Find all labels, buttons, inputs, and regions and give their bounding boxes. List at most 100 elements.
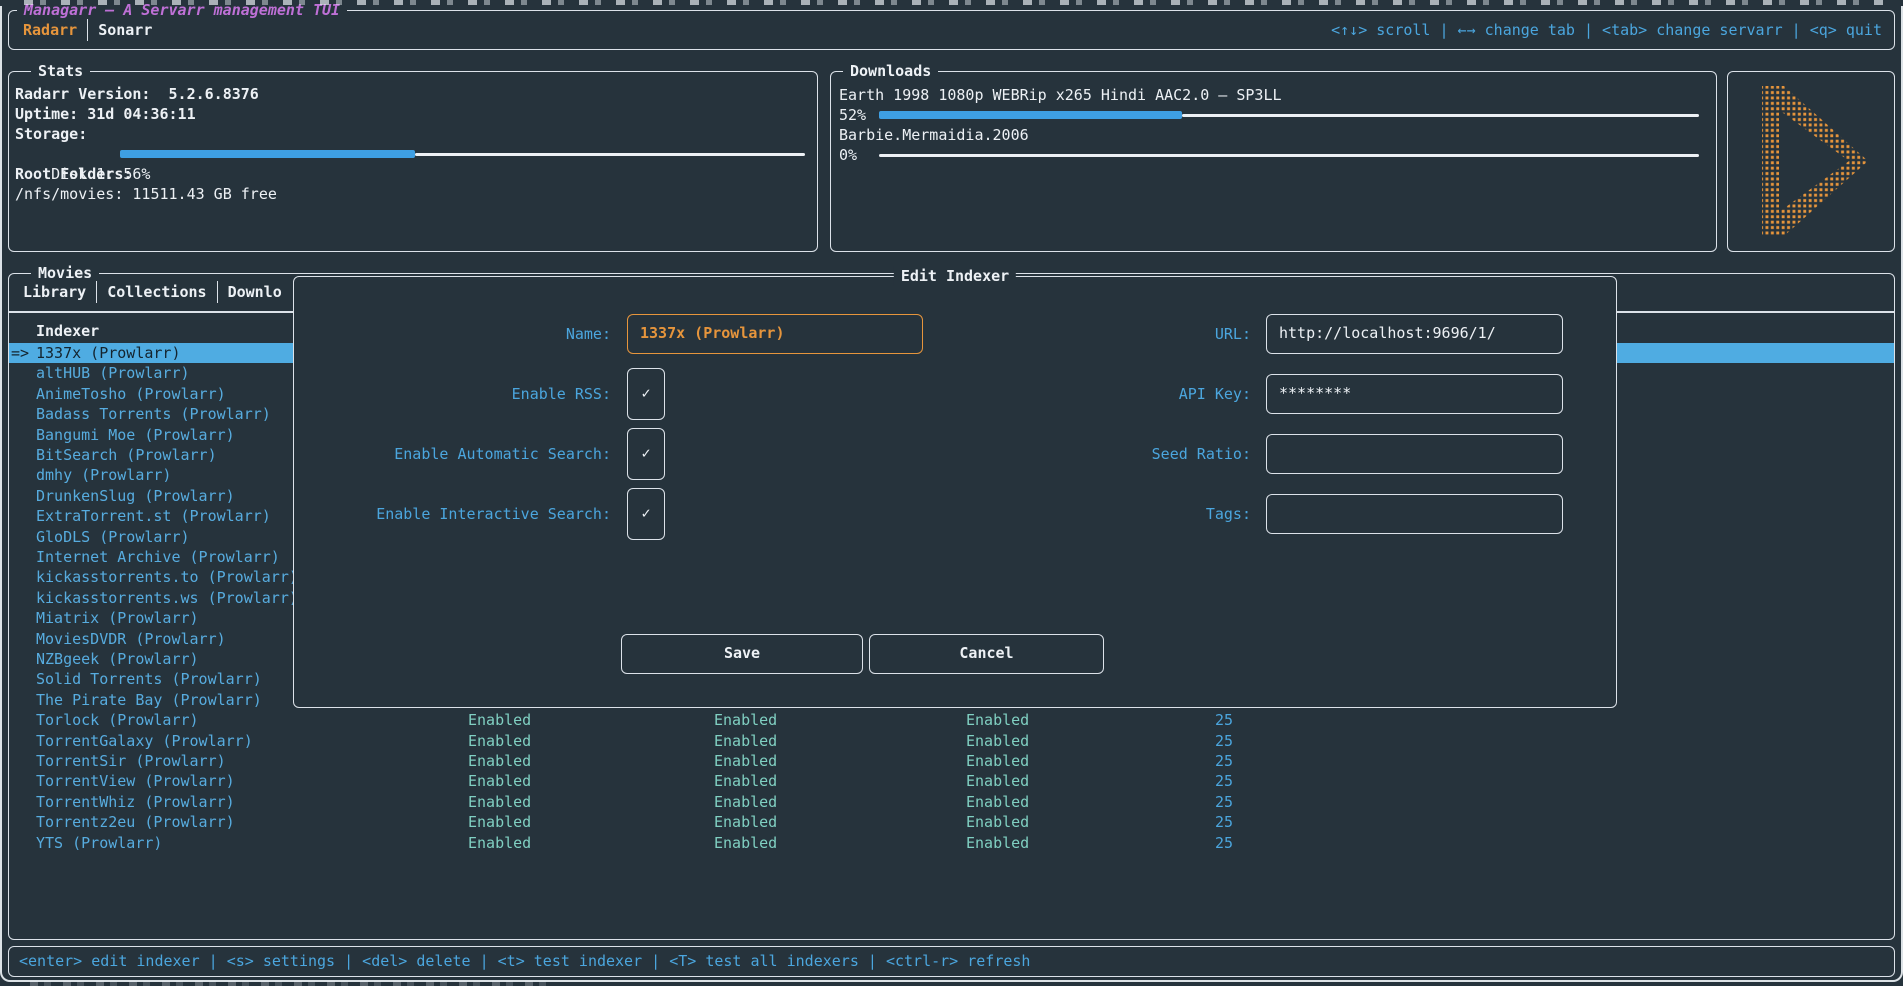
indexer-name-cell: BitSearch (Prowlarr) [36, 446, 217, 464]
interactive-search-cell: Enabled [966, 772, 1030, 791]
root-folder-path: /nfs/movies: 11511.43 GB free [15, 185, 277, 203]
indexer-name-cell: dmhy (Prowlarr) [36, 466, 172, 485]
indexer-name-cell: The Pirate Bay (Prowlarr) [36, 690, 262, 709]
app-title: Managarr – A Servarr management TUI [17, 0, 348, 20]
interactive-search-cell: Enabled [966, 711, 1030, 730]
edit-indexer-modal-title: Edit Indexer [893, 266, 1017, 286]
stats-panel: Stats Radarr Version: 5.2.6.8376 Uptime:… [8, 61, 818, 252]
gauge-track [1182, 114, 1699, 117]
download-gauge-row: 0% [839, 145, 1702, 165]
download-gauge-row: 52% [839, 105, 1702, 125]
uptime: Uptime: 31d 04:36:11 [15, 105, 196, 123]
rss-cell: Enabled [468, 711, 532, 730]
rss-cell: Enabled [468, 772, 532, 791]
priority-cell: 25 [1214, 772, 1233, 791]
priority-cell: 25 [1214, 711, 1233, 730]
indexer-name-cell: TorrentWhiz (Prowlarr) [36, 792, 235, 811]
rss-cell: Enabled [468, 813, 532, 832]
stats-panel-title: Stats [31, 61, 91, 81]
interactive-search-cell: Enabled [966, 813, 1030, 832]
priority-cell: 25 [1214, 813, 1233, 832]
indexer-name-cell: Bangumi Moe (Prowlarr) [36, 425, 235, 444]
indexer-name-cell: 1337x (Prowlarr) [36, 344, 181, 362]
tags-input[interactable] [1266, 494, 1563, 534]
interactive-search-cell: Enabled [966, 792, 1030, 811]
name-input[interactable]: 1337x (Prowlarr) [627, 314, 923, 354]
rss-cell: Enabled [468, 792, 532, 811]
download-progress-gauge [879, 105, 1699, 125]
radarr-version: Radarr Version: 5.2.6.8376 [15, 85, 259, 103]
movies-tabs: Library Collections Downlo [23, 278, 282, 306]
indexer-name-cell: GloDLS (Prowlarr) [36, 527, 190, 546]
indexer-name-cell: TorrentSir (Prowlarr) [36, 752, 226, 770]
table-row[interactable]: Torlock (Prowlarr) Enabled Enabled Enabled 2… [9, 710, 1894, 730]
indexer-name-cell: DrunkenSlug (Prowlarr) [36, 486, 235, 505]
table-row[interactable]: Torrentz2eu (Prowlarr) Enabled Enabled Enab… [9, 812, 1894, 832]
table-row[interactable]: TorrentGalaxy (Prowlarr) Enabled Enabled En… [9, 731, 1894, 751]
selected-row-prefix: => [11, 344, 30, 362]
cancel-button[interactable]: Cancel [869, 634, 1104, 674]
save-button[interactable]: Save [621, 634, 863, 674]
enable-automatic-search-checkbox[interactable]: ✓ [627, 428, 665, 480]
indexer-name-cell: NZBgeek (Prowlarr) [36, 650, 199, 668]
gauge-track [879, 154, 1699, 157]
seed-ratio-label: Seed Ratio: [1151, 445, 1251, 463]
indexer-name-cell: TorrentGalaxy (Prowlarr) [36, 731, 253, 750]
servarr-tab-radarr[interactable]: Radarr [23, 21, 78, 39]
table-row[interactable]: TorrentWhiz (Prowlarr) Enabled Enabled Enab… [9, 792, 1894, 812]
movies-panel-title: Movies [31, 263, 100, 283]
movies-tab-downlo[interactable]: Downlo [227, 283, 282, 301]
root-folders-label: Root Folders: [15, 165, 133, 183]
indexer-name-cell: TorrentView (Prowlarr) [36, 772, 235, 791]
disk-label: Disk 1: 56% [51, 165, 151, 183]
indexer-name-cell: Torlock (Prowlarr) [36, 711, 199, 730]
clipped-terminal-line-bottom [30, 981, 550, 986]
movies-tab-collections[interactable]: Collections [107, 283, 207, 301]
rss-cell: Enabled [468, 833, 532, 852]
download-title: Earth 1998 1080p WEBRip x265 Hindi AAC2.… [839, 86, 1282, 104]
rss-cell: Enabled [468, 752, 532, 770]
downloads-panel: Downloads Earth 1998 1080p WEBRip x265 H… [830, 61, 1717, 252]
disk-usage-gauge [120, 144, 805, 164]
movies-tab-library[interactable]: Library [23, 283, 87, 301]
disk-gauge-row: Disk 1: 56% [15, 144, 807, 183]
table-row[interactable]: TorrentView (Prowlarr) Enabled Enabled Enab… [9, 771, 1894, 791]
interactive-search-cell: Enabled [966, 833, 1030, 852]
indexer-name-cell: YTS (Prowlarr) [36, 833, 163, 852]
download-percent: 52% [839, 106, 867, 124]
download-progress-gauge [879, 145, 1699, 165]
indexer-column-header: Indexer [36, 322, 100, 340]
indexer-name-cell: Badass Torrents (Prowlarr) [36, 405, 271, 424]
download-percent: 0% [839, 146, 858, 164]
title-bar-panel: Managarr – A Servarr management TUI Rada… [8, 0, 1895, 50]
indexer-name-cell: kickasstorrents.ws (Prowlarr) [36, 588, 298, 607]
table-row[interactable]: TorrentSir (Prowlarr) Enabled Enabled Enabl… [9, 751, 1894, 771]
seed-ratio-input[interactable] [1266, 434, 1563, 474]
interactive-search-cell: Enabled [966, 731, 1030, 750]
indexer-name-cell: Torrentz2eu (Prowlarr) [36, 813, 235, 832]
priority-cell: 25 [1214, 833, 1233, 852]
api-key-input[interactable]: ******** [1266, 374, 1563, 414]
enable-interactive-search-label: Enable Interactive Search: [376, 505, 611, 523]
automatic-search-cell: Enabled [714, 731, 778, 750]
servarr-tab-sonarr[interactable]: Sonarr [98, 21, 153, 39]
automatic-search-cell: Enabled [714, 792, 778, 811]
edit-indexer-modal: Edit Indexer Name: 1337x (Prowlarr) Enab… [293, 266, 1617, 708]
help-bar: <enter> edit indexer | <s> settings | <d… [8, 946, 1895, 977]
automatic-search-cell: Enabled [714, 833, 778, 852]
enable-interactive-search-checkbox[interactable]: ✓ [627, 488, 665, 540]
url-input[interactable]: http://localhost:9696/1/ [1266, 314, 1563, 354]
table-row[interactable]: YTS (Prowlarr) Enabled Enabled Enabled 25 [9, 833, 1894, 853]
tab-separator [87, 19, 89, 41]
servarr-tabs: Radarr Sonarr [23, 11, 152, 49]
api-key-label: API Key: [1178, 385, 1251, 403]
managarr-logo [1754, 85, 1870, 241]
enable-automatic-search-label: Enable Automatic Search: [394, 445, 611, 463]
rss-cell: Enabled [468, 731, 532, 750]
tab-separator [96, 281, 98, 303]
automatic-search-cell: Enabled [714, 752, 778, 770]
automatic-search-cell: Enabled [714, 772, 778, 791]
enable-rss-checkbox[interactable]: ✓ [627, 368, 665, 420]
global-shortcuts: <↑↓> scroll | ←→ change tab | <tab> chan… [1331, 21, 1882, 39]
indexer-name-cell: Internet Archive (Prowlarr) [36, 548, 280, 566]
